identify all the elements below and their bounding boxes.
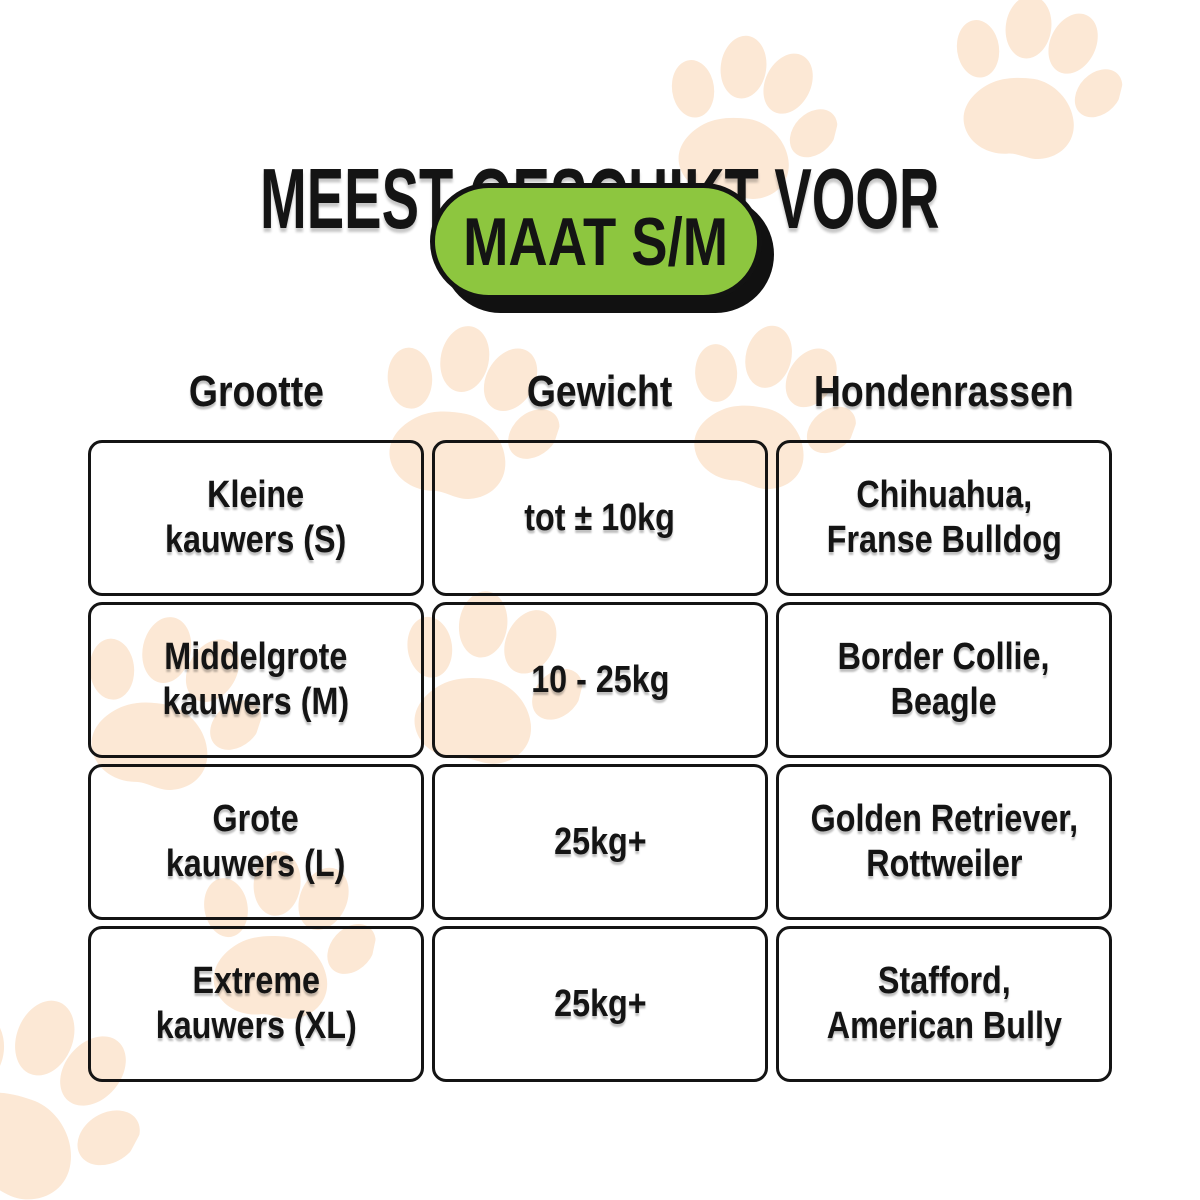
cell-breeds-m: Border Collie, Beagle [776,602,1112,758]
column-header-grootte: Grootte [188,367,324,416]
cell-size-m: Middelgrote kauwers (M) [88,602,424,758]
cell-size-xl: Extreme kauwers (XL) [88,926,424,1082]
cell-weight-l: 25kg+ [432,764,768,920]
cell-breeds-xl: Stafford, American Bully [776,926,1112,1082]
cell-weight-s: tot ± 10kg [432,440,768,596]
paw-print-icon [928,0,1141,182]
cell-weight-m: 10 - 25kg [432,602,768,758]
size-badge-label: MAAT S/M [463,203,729,280]
cell-breeds-l: Golden Retriever, Rottweiler [776,764,1112,920]
size-badge: MAAT S/M [430,183,762,300]
cell-size-l: Grote kauwers (L) [88,764,424,920]
column-header-hondenrassen: Hondenrassen [814,367,1074,416]
cell-size-s: Kleine kauwers (S) [88,440,424,596]
cell-weight-xl: 25kg+ [432,926,768,1082]
size-table: Kleine kauwers (S) tot ± 10kg Chihuahua,… [88,440,1112,1082]
column-header-gewicht: Gewicht [527,367,673,416]
cell-breeds-s: Chihuahua, Franse Bulldog [776,440,1112,596]
